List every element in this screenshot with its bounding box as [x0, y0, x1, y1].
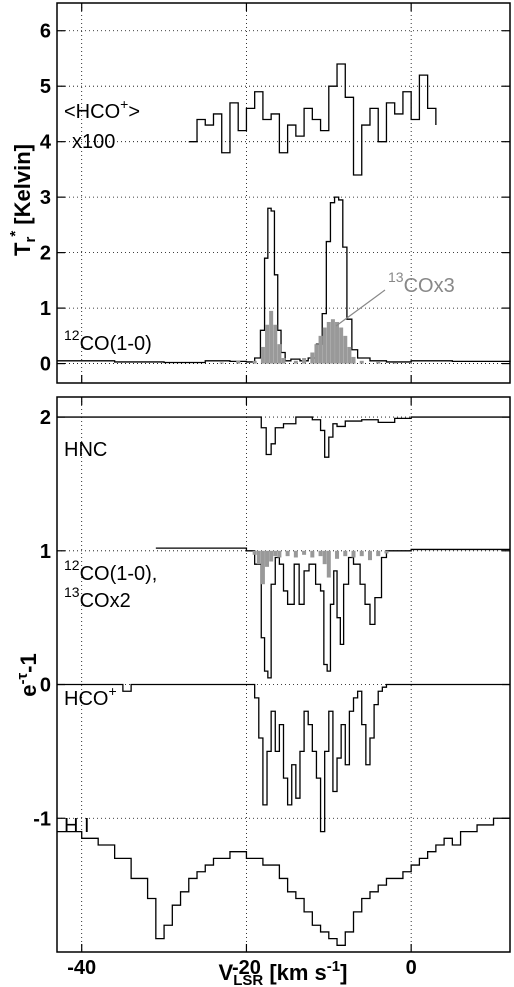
y-tick-label: 4 — [40, 132, 52, 154]
bar-mark — [359, 360, 364, 364]
y-tick-label: 1 — [40, 298, 51, 320]
co13-pointer — [335, 289, 386, 327]
top-series — [57, 63, 511, 364]
bar-mark — [302, 550, 307, 555]
bar-mark — [265, 550, 270, 567]
bar-mark — [310, 550, 315, 558]
bar-mark — [293, 360, 298, 364]
bar-mark — [252, 360, 257, 364]
bar-mark — [281, 358, 286, 364]
bar-mark — [269, 310, 274, 364]
hnc-label: HNC — [64, 439, 107, 461]
x-tick-label: 0 — [406, 957, 417, 979]
top-grid — [57, 3, 510, 383]
series-line — [57, 416, 510, 458]
top-plot-frame — [56, 2, 511, 384]
hco-label: <HCO+> — [64, 96, 140, 123]
bar-mark — [339, 327, 344, 364]
x-tick-label: -40 — [67, 957, 96, 979]
y-tick-label: 0 — [40, 675, 51, 697]
y-tick-label: -1 — [33, 808, 51, 830]
y-tick-label: 0 — [40, 354, 51, 376]
bar-mark — [322, 550, 327, 565]
bar-mark — [330, 319, 335, 364]
bottom-ticks: -1 0 1 2 -40 -20 0 — [33, 397, 510, 979]
bar-mark — [392, 362, 397, 364]
bar-mark — [273, 550, 278, 557]
bottom-ylabel: e-τ-1 — [14, 653, 41, 697]
co12-label: 12CO(1-0) — [64, 327, 152, 355]
bar-mark — [236, 360, 241, 364]
bar-mark — [265, 324, 270, 364]
bar-mark — [256, 550, 261, 565]
co12-bottom-label: 12CO(1-0), — [64, 557, 157, 585]
bar-mark — [335, 550, 340, 559]
bar-mark — [277, 550, 282, 558]
top-panel: 0 1 2 3 4 5 6 <HCO+> x100 12CO(1-0) 13COx3 Tr*… — [7, 2, 511, 384]
x-tick-label: -20 — [232, 957, 261, 979]
bottom-xlabel: VLSR [km s-1] — [219, 958, 348, 987]
bottom-grid — [57, 397, 510, 952]
bar-mark — [252, 550, 257, 555]
bar-mark — [335, 321, 340, 364]
bar-mark — [326, 321, 331, 364]
bar-mark — [359, 550, 364, 557]
hco-bottom-label: HCO+ — [64, 683, 117, 710]
hco-scale-label: x100 — [72, 131, 115, 153]
series-line — [57, 817, 510, 946]
series-line — [155, 547, 510, 679]
bar-mark — [219, 362, 224, 364]
bar-mark — [351, 550, 356, 558]
y-tick-label: 6 — [40, 21, 51, 43]
bar-mark — [302, 358, 307, 364]
bar-mark — [273, 324, 278, 364]
top-ylabel: Tr* [Kelvin] — [7, 144, 39, 256]
hi-label: H I — [64, 815, 90, 837]
bar-mark — [293, 550, 298, 558]
bar-mark — [343, 335, 348, 364]
series-line — [188, 63, 437, 176]
y-tick-label: 3 — [40, 187, 51, 209]
y-tick-label: 2 — [40, 243, 51, 265]
bar-mark — [376, 550, 381, 557]
bar-mark — [260, 550, 265, 585]
bar-mark — [318, 335, 323, 364]
bar-mark — [326, 550, 331, 578]
co13-label: 13COx3 — [388, 269, 455, 297]
bar-mark — [314, 344, 319, 364]
y-tick-label: 1 — [40, 541, 51, 563]
bar-mark — [384, 550, 389, 554]
bottom-series — [57, 416, 510, 946]
bar-mark — [367, 550, 372, 561]
bar-mark — [310, 352, 315, 364]
bar-mark — [322, 327, 327, 364]
series-line — [57, 683, 510, 833]
bar-mark — [269, 550, 274, 562]
bar-mark — [260, 346, 265, 364]
bar-mark — [351, 356, 356, 364]
bar-mark — [277, 344, 282, 364]
bar-mark — [285, 550, 290, 557]
bar-mark — [376, 361, 381, 364]
y-tick-label: 5 — [40, 76, 51, 98]
bar-mark — [343, 550, 348, 557]
co13-bottom-label: 13COx2 — [64, 584, 131, 612]
top-ticks: 0 1 2 3 4 5 6 — [40, 3, 510, 383]
bar-mark — [318, 550, 323, 557]
bottom-plot-frame — [56, 396, 511, 953]
bar-mark — [347, 346, 352, 364]
series-line — [57, 196, 511, 364]
y-tick-label: 2 — [40, 407, 51, 429]
